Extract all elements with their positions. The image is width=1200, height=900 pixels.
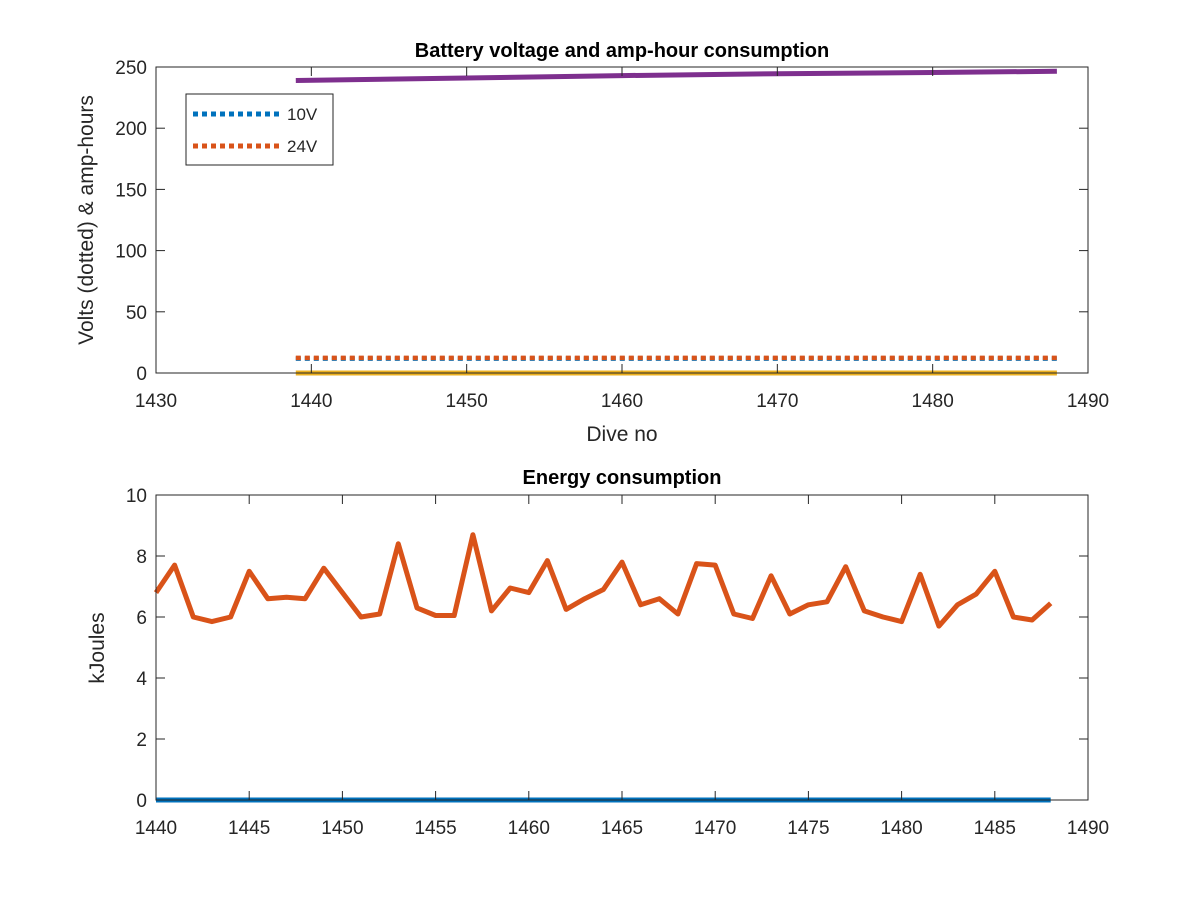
energy-axes-box xyxy=(155,494,1089,801)
voltage-legend: 10V 24V xyxy=(185,93,334,166)
energy-y-tick-label: 10 xyxy=(126,486,147,507)
energy-y-tick-label: 0 xyxy=(136,791,147,812)
energy-series-line-1 xyxy=(153,532,1053,629)
energy-x-tick-label: 1450 xyxy=(321,818,363,839)
energy-y-axis-label: kJoules xyxy=(86,612,109,683)
energy-chart-title: Energy consumption xyxy=(523,467,722,489)
voltage-ticks-group: 1430 1440 1450 1460 1470 1480 1490 0 50 100 150 200… xyxy=(115,58,1109,412)
voltage-y-tick-label: 50 xyxy=(126,303,147,324)
energy-x-tick-label: 1490 xyxy=(1067,818,1109,839)
legend-label-24v: 24V xyxy=(287,137,318,156)
voltage-y-tick-label: 0 xyxy=(136,364,147,385)
voltage-x-tick-label: 1470 xyxy=(756,391,798,412)
energy-x-tick-label: 1455 xyxy=(414,818,456,839)
voltage-chart: 1430 1440 1450 1460 1470 1480 1490 0 50 100 150 200… xyxy=(75,40,1109,446)
energy-x-tick-label: 1485 xyxy=(974,818,1016,839)
energy-y-tick-label: 6 xyxy=(136,608,147,629)
energy-x-tick-label: 1480 xyxy=(880,818,922,839)
voltage-legend-box xyxy=(185,93,334,166)
voltage-x-tick-label: 1480 xyxy=(912,391,954,412)
voltage-y-axis-label: Volts (dotted) & amp-hours xyxy=(75,95,98,345)
voltage-x-tick-label: 1430 xyxy=(135,391,177,412)
voltage-y-tick-label: 100 xyxy=(115,242,147,263)
voltage-x-tick-label: 1460 xyxy=(601,391,643,412)
energy-ticks-group: 1440 1445 1450 1455 1460 1465 1470 1475 1480 1485… xyxy=(126,486,1109,839)
energy-plot-area xyxy=(156,495,1088,800)
energy-chart: 1440 1445 1450 1455 1460 1465 1470 1475 1480 1485… xyxy=(86,467,1109,839)
energy-x-tick-label: 1475 xyxy=(787,818,829,839)
energy-x-tick-label: 1465 xyxy=(601,818,643,839)
voltage-chart-title: Battery voltage and amp-hour consumption xyxy=(415,40,829,62)
energy-x-tick-label: 1470 xyxy=(694,818,736,839)
legend-label-10v: 10V xyxy=(287,105,318,124)
energy-x-tick-label: 1460 xyxy=(508,818,550,839)
voltage-axes-box xyxy=(155,66,1089,374)
voltage-x-tick-label: 1440 xyxy=(290,391,332,412)
voltage-y-tick-label: 200 xyxy=(115,119,147,140)
voltage-y-tick-label: 150 xyxy=(115,180,147,201)
voltage-x-tick-label: 1450 xyxy=(446,391,488,412)
voltage-x-tick-label: 1490 xyxy=(1067,391,1109,412)
energy-y-tick-label: 2 xyxy=(136,730,147,751)
energy-y-tick-label: 8 xyxy=(136,547,147,568)
energy-x-tick-label: 1445 xyxy=(228,818,270,839)
energy-y-tick-label: 4 xyxy=(136,669,147,690)
voltage-x-axis-label: Dive no xyxy=(586,423,657,446)
voltage-y-tick-label: 250 xyxy=(115,58,147,79)
energy-x-tick-label: 1440 xyxy=(135,818,177,839)
voltage-series-line-4 xyxy=(295,68,1057,83)
